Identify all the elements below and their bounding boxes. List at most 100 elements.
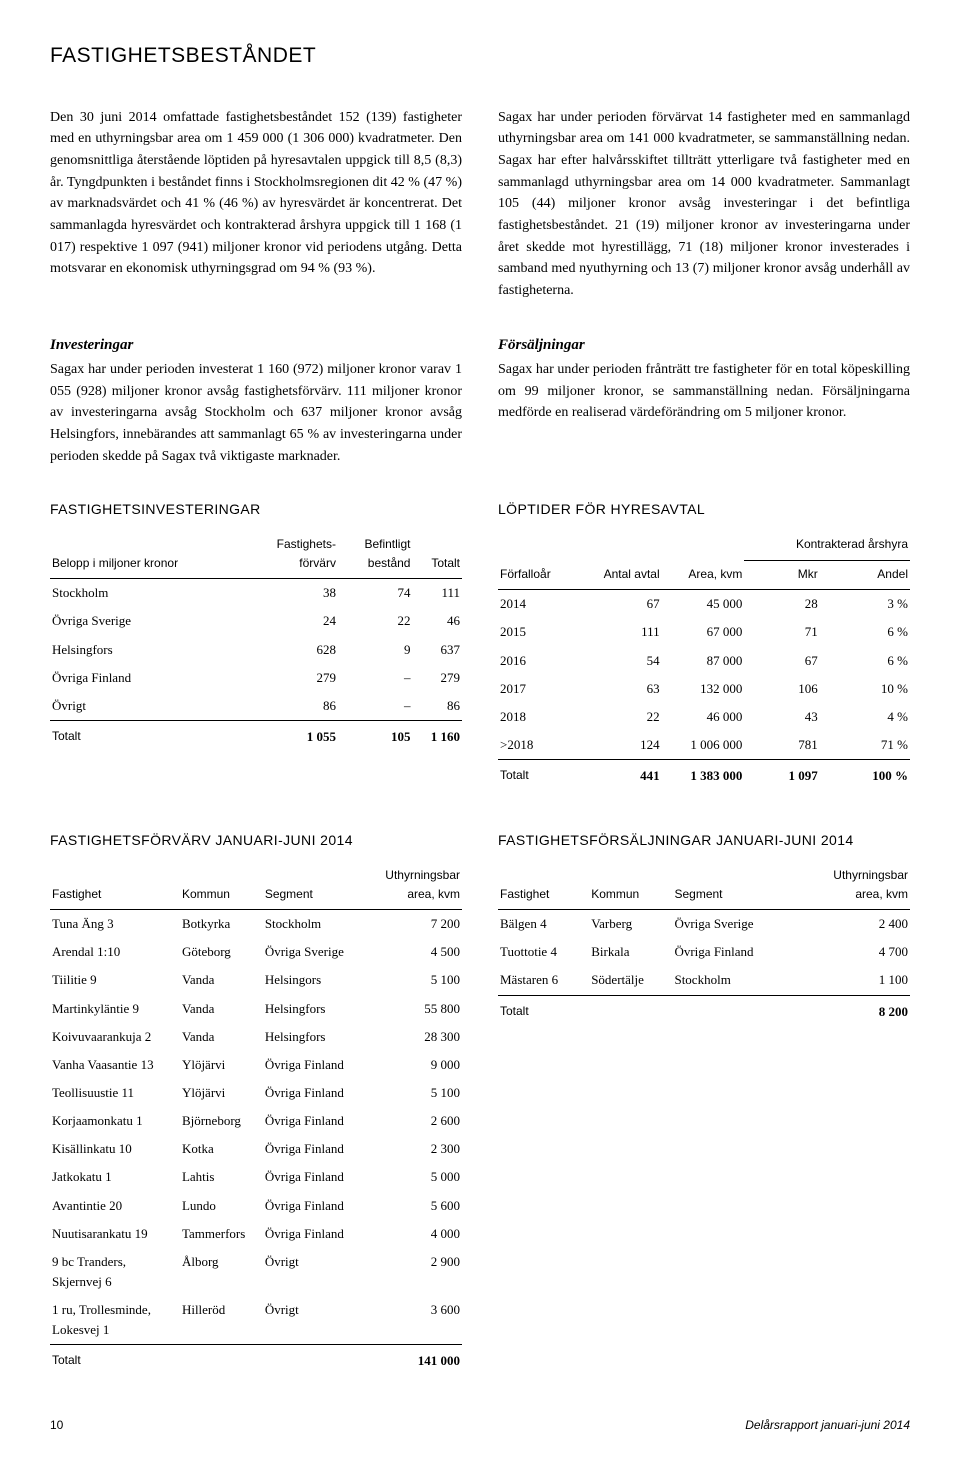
table-cell: Mästaren 6	[498, 966, 589, 995]
table-cell: 45 000	[662, 590, 745, 619]
table-cell: 67 000	[662, 618, 745, 646]
table-cell: 105	[338, 721, 412, 752]
table-cell: 2 300	[365, 1135, 462, 1163]
table-row: Teollisuustie 11YlöjärviÖvriga Finland5 …	[50, 1079, 462, 1107]
table-cell	[263, 1345, 365, 1376]
table-cell: 441	[576, 760, 662, 791]
table-row: Bälgen 4VarbergÖvriga Sverige2 400	[498, 910, 910, 939]
table-cell: 628	[244, 636, 338, 664]
table-cell: Lundo	[180, 1192, 263, 1220]
table-cell: 46	[412, 607, 462, 635]
tbl-forvarv-h3: Uthyrningsbar area, kvm	[365, 862, 462, 910]
table-cell: 1 160	[412, 721, 462, 752]
table-row: >20181241 006 00078171 %	[498, 731, 910, 760]
table-cell: 2 600	[365, 1107, 462, 1135]
intro-right-p1: Sagax har under perioden förvärvat 14 fa…	[498, 107, 910, 302]
table-row: Mästaren 6SödertäljeStockholm1 100	[498, 966, 910, 995]
table-total-row: Totalt4411 383 0001 097100 %	[498, 760, 910, 791]
table-cell: 5 100	[365, 966, 462, 994]
table-row: Vanha Vaasantie 13YlöjärviÖvriga Finland…	[50, 1051, 462, 1079]
tbl-forvarv-h1: Kommun	[180, 862, 263, 910]
tbl-forvarv-title: FASTIGHETSFÖRVÄRV JANUARI-JUNI 2014	[50, 830, 462, 852]
tbl-invest-h3: Totalt	[412, 531, 462, 579]
table-cell: 3 600	[365, 1296, 462, 1345]
table-cell: Koivuvaarankuja 2	[50, 1023, 180, 1051]
table-cell: Teollisuustie 11	[50, 1079, 180, 1107]
table-cell	[589, 995, 672, 1026]
tbl-forsalj-h0: Fastighet	[498, 862, 589, 910]
table-cell: Vanda	[180, 995, 263, 1023]
table-cell: 24	[244, 607, 338, 635]
table-cell: 67	[576, 590, 662, 619]
sub-columns: Investeringar Sagax har under perioden i…	[50, 334, 910, 468]
table-cell: Helsingors	[263, 966, 365, 994]
table-cell: 38	[244, 579, 338, 608]
table-cell: 9 bc Tranders, Skjernvej 6	[50, 1248, 180, 1296]
table-cell: Botkyrka	[180, 910, 263, 939]
table-cell: 2 400	[794, 910, 910, 939]
table-cell: Övriga Finland	[263, 1135, 365, 1163]
tbl-invest-title: FASTIGHETSINVESTERINGAR	[50, 499, 462, 521]
table-cell	[672, 995, 794, 1026]
table-cell: Bälgen 4	[498, 910, 589, 939]
tbl-forsalj-h3: Uthyrningsbar area, kvm	[794, 862, 910, 910]
table-cell: 87 000	[662, 647, 745, 675]
table-cell: 86	[412, 692, 462, 721]
tbl-forvarv-h0: Fastighet	[50, 862, 180, 910]
table-cell: Övriga Finland	[50, 664, 244, 692]
page-number: 10	[50, 1416, 63, 1435]
tbl-forvarv-h2: Segment	[263, 862, 365, 910]
table-row: Avantintie 20LundoÖvriga Finland5 600	[50, 1192, 462, 1220]
table-cell: Totalt	[498, 760, 576, 791]
table-cell: Övriga Finland	[263, 1163, 365, 1191]
table-cell: 781	[744, 731, 819, 760]
table-cell: 5 600	[365, 1192, 462, 1220]
table-cell: 67	[744, 647, 819, 675]
table-invest-container: FASTIGHETSINVESTERINGAR Belopp i miljone…	[50, 499, 462, 790]
table-row: 20165487 000676 %	[498, 647, 910, 675]
table-cell: 111	[576, 618, 662, 646]
table-cell: Kisällinkatu 10	[50, 1135, 180, 1163]
table-cell: 4 %	[820, 703, 910, 731]
table-cell: –	[338, 664, 412, 692]
tbl-lopt-h4: Andel	[820, 560, 910, 590]
table-cell: Övriga Finland	[263, 1051, 365, 1079]
footer-label: Delårsrapport januari-juni 2014	[745, 1416, 910, 1435]
table-cell: 71	[744, 618, 819, 646]
table-row: Korjaamonkatu 1BjörneborgÖvriga Finland2…	[50, 1107, 462, 1135]
table-cell: 279	[244, 664, 338, 692]
table-cell: Helsingfors	[50, 636, 244, 664]
table-total-row: Totalt8 200	[498, 995, 910, 1026]
table-cell: 28 300	[365, 1023, 462, 1051]
table-cell: Ylöjärvi	[180, 1051, 263, 1079]
table-cell: –	[338, 692, 412, 721]
table-cell: 4 000	[365, 1220, 462, 1248]
table-cell: 1 055	[244, 721, 338, 752]
table-cell: Vanha Vaasantie 13	[50, 1051, 180, 1079]
table-cell: Övrigt	[263, 1248, 365, 1296]
table-cell: 2016	[498, 647, 576, 675]
table-cell: Totalt	[50, 721, 244, 752]
table-cell: Tiilitie 9	[50, 966, 180, 994]
table-cell: 4 700	[794, 938, 910, 966]
table-cell: 86	[244, 692, 338, 721]
table-cell: 28	[744, 590, 819, 619]
table-row: Kisällinkatu 10KotkaÖvriga Finland2 300	[50, 1135, 462, 1163]
table-row: Övriga Sverige242246	[50, 607, 462, 635]
table-row: Tiilitie 9VandaHelsingors5 100	[50, 966, 462, 994]
table-row: 201511167 000716 %	[498, 618, 910, 646]
table-cell: Arendal 1:10	[50, 938, 180, 966]
page-title: FASTIGHETSBESTÅNDET	[50, 40, 910, 73]
table-row: 9 bc Tranders, Skjernvej 6ÅlborgÖvrigt2 …	[50, 1248, 462, 1296]
table-row: Övriga Finland279–279	[50, 664, 462, 692]
table-cell: Martinkyläntie 9	[50, 995, 180, 1023]
table-cell: 4 500	[365, 938, 462, 966]
table-row: Helsingfors6289637	[50, 636, 462, 664]
table-cell: 124	[576, 731, 662, 760]
table-cell: 637	[412, 636, 462, 664]
table-cell: Tuna Äng 3	[50, 910, 180, 939]
tbl-invest-h2: Befintligt bestånd	[338, 531, 412, 579]
table-cell: 2015	[498, 618, 576, 646]
table-cell: 1 097	[744, 760, 819, 791]
table-row: Koivuvaarankuja 2VandaHelsingfors28 300	[50, 1023, 462, 1051]
